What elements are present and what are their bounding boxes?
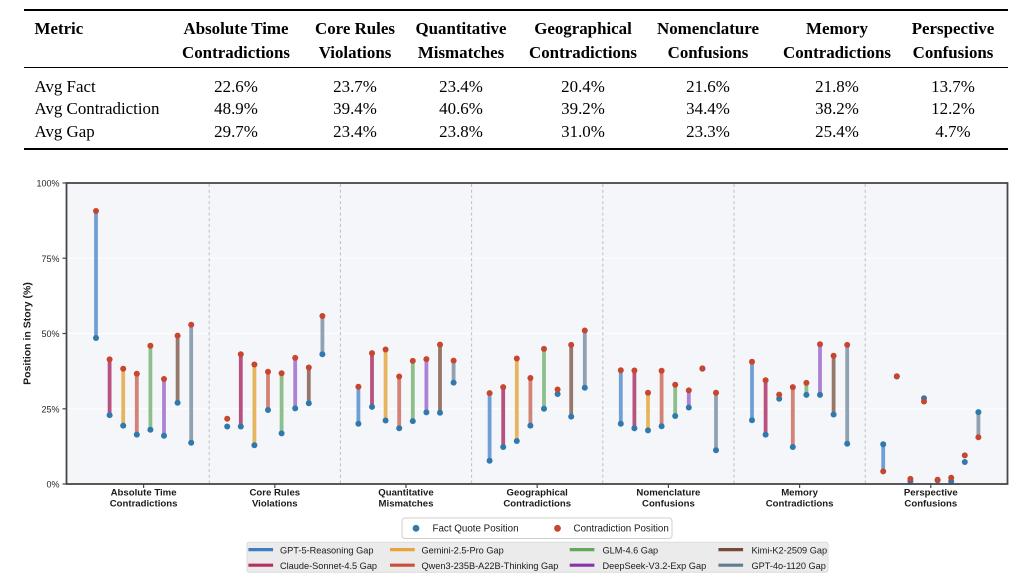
svg-text:DeepSeek-V3.2-Exp Gap: DeepSeek-V3.2-Exp Gap	[603, 561, 707, 571]
svg-text:Violations: Violations	[252, 499, 298, 510]
svg-text:Confusions: Confusions	[904, 499, 957, 510]
svg-text:Mismatches: Mismatches	[379, 499, 434, 510]
svg-text:Claude-Sonnet-4.5 Gap: Claude-Sonnet-4.5 Gap	[280, 561, 377, 571]
svg-text:75%: 75%	[41, 254, 59, 264]
svg-text:50%: 50%	[41, 329, 59, 339]
svg-text:Confusions: Confusions	[642, 499, 695, 510]
svg-text:Geographical: Geographical	[507, 488, 568, 499]
svg-text:Contradictions: Contradictions	[110, 499, 178, 510]
svg-text:Contradictions: Contradictions	[766, 499, 834, 510]
svg-text:Gemini-2.5-Pro Gap: Gemini-2.5-Pro Gap	[422, 545, 504, 555]
svg-text:Absolute Time: Absolute Time	[111, 488, 177, 499]
svg-text:Fact Quote Position: Fact Quote Position	[433, 523, 519, 534]
svg-text:Perspective: Perspective	[904, 488, 958, 499]
svg-text:GLM-4.6 Gap: GLM-4.6 Gap	[603, 545, 659, 555]
svg-text:Kimi-K2-2509 Gap: Kimi-K2-2509 Gap	[752, 545, 828, 555]
svg-text:25%: 25%	[41, 404, 59, 414]
svg-text:Contradictions: Contradictions	[503, 499, 571, 510]
svg-text:GPT-5-Reasoning Gap: GPT-5-Reasoning Gap	[280, 545, 373, 555]
svg-text:0%: 0%	[46, 480, 59, 490]
svg-text:100%: 100%	[36, 179, 59, 189]
svg-text:Core Rules: Core Rules	[249, 488, 300, 499]
svg-text:Quantitative: Quantitative	[378, 488, 433, 499]
svg-text:Position in Story (%): Position in Story (%)	[22, 282, 34, 385]
svg-text:Memory: Memory	[781, 488, 818, 499]
svg-text:Nomenclature: Nomenclature	[636, 488, 700, 499]
svg-text:Contradiction Position: Contradiction Position	[574, 523, 669, 534]
svg-text:GPT-4o-1120 Gap: GPT-4o-1120 Gap	[752, 561, 826, 571]
svg-text:Qwen3-235B-A22B-Thinking Gap: Qwen3-235B-A22B-Thinking Gap	[422, 561, 559, 571]
